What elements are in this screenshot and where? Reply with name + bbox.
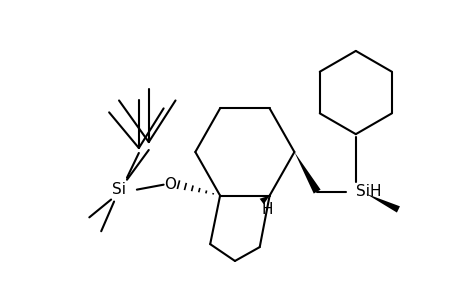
Polygon shape [259, 196, 269, 204]
Text: Si: Si [112, 182, 126, 197]
Text: O: O [164, 177, 176, 192]
Text: H: H [261, 202, 273, 217]
Polygon shape [294, 152, 320, 194]
Polygon shape [365, 194, 399, 213]
Text: SiH: SiH [355, 184, 381, 199]
